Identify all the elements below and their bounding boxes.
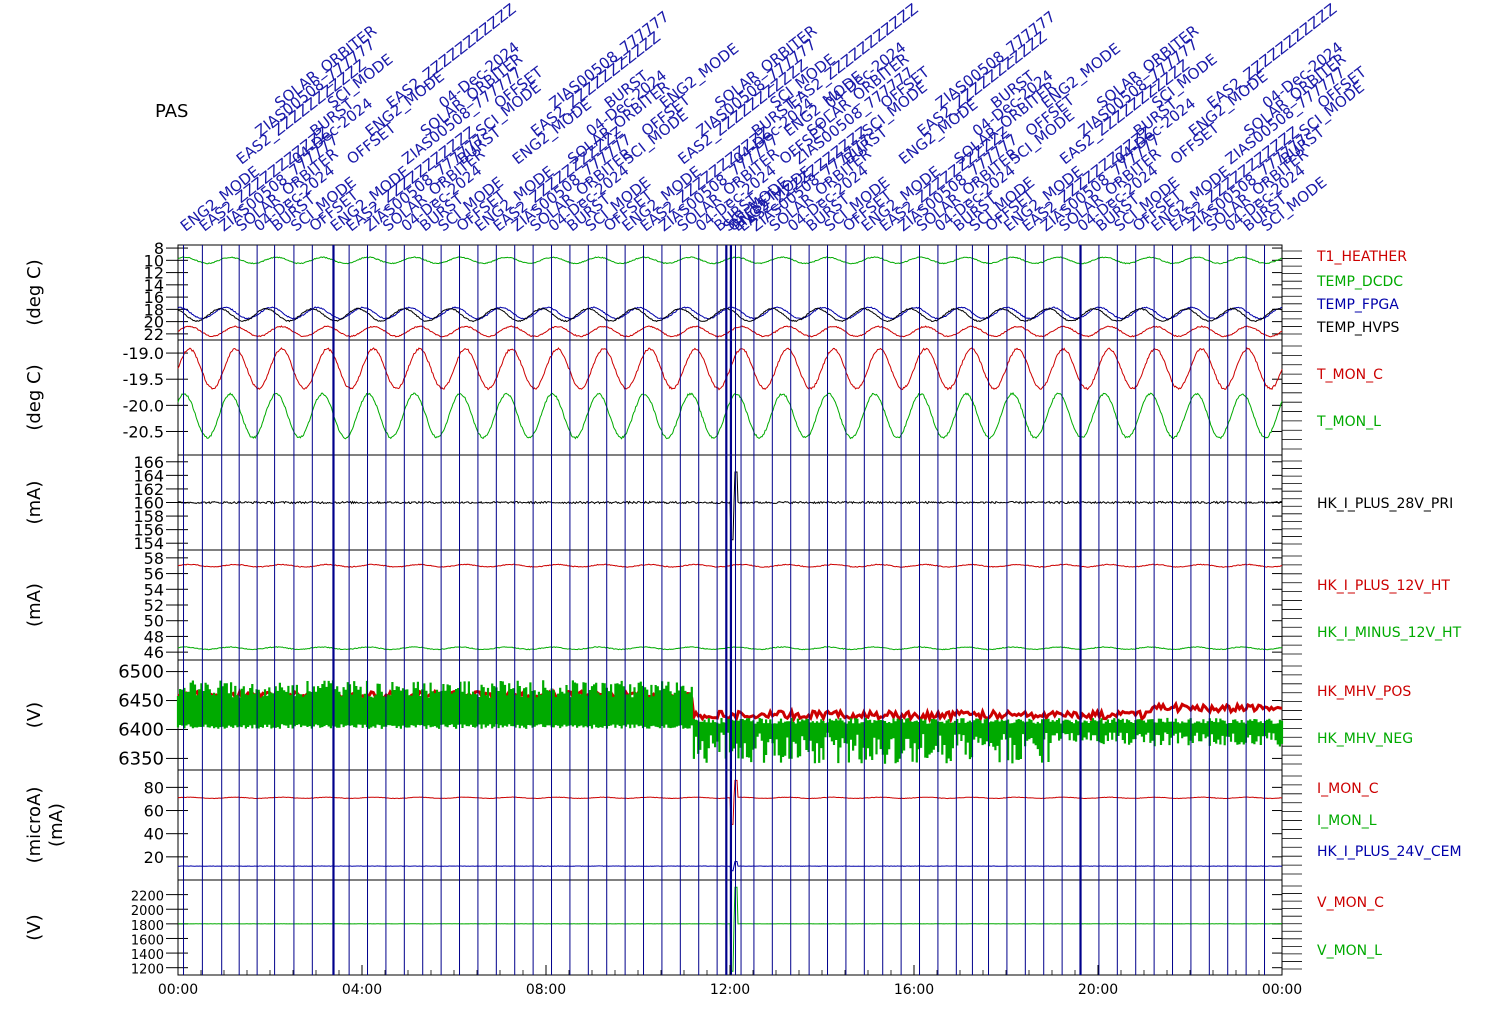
legend-label: HK_I_PLUS_24V_CEM <box>1317 844 1462 860</box>
y-tick-label: 48 <box>144 627 164 646</box>
y-axis-label: (microA) <box>24 787 45 864</box>
x-tick-label: 16:00 <box>894 982 934 998</box>
y-tick-label: 160 <box>133 494 164 513</box>
y-tick-label: 60 <box>144 802 164 821</box>
x-tick-label: 08:00 <box>526 982 566 998</box>
y-tick-label: 6450 <box>118 691 164 712</box>
instrument-label: PAS <box>155 101 188 122</box>
y-tick-label: 6350 <box>118 748 164 769</box>
y-axis-label: (deg C) <box>24 259 45 325</box>
y-tick-label: 162 <box>133 480 164 499</box>
y-tick-label: -20.5 <box>123 422 164 441</box>
x-tick-label: 04:00 <box>342 982 382 998</box>
y-tick-label: 158 <box>133 507 164 526</box>
y-tick-label: 54 <box>144 580 164 599</box>
y-tick-label: 50 <box>144 612 164 631</box>
y-tick-label: 16 <box>144 288 164 307</box>
y-tick-label: 10 <box>144 251 164 270</box>
x-tick-label: 00:00 <box>158 982 198 998</box>
y-tick-label: 46 <box>144 643 164 662</box>
y-tick-label: 156 <box>133 521 164 540</box>
y-tick-label: 166 <box>133 453 164 472</box>
y-axis-label-2: (mA) <box>46 803 67 847</box>
y-axis-label: (mA) <box>24 481 45 525</box>
event-annotations: ENG2_MODEEAS2_ZZZZZZZZZZZEAS2_ZZZZZZZZZZ… <box>177 0 1371 236</box>
y-tick-label: 1600 <box>131 933 164 948</box>
y-tick-label: 18 <box>144 300 164 319</box>
y-tick-label: -19.5 <box>123 370 164 389</box>
y-tick-label: 20 <box>144 313 164 332</box>
y-axis-label: (V) <box>24 914 45 940</box>
y-axis-label: (V) <box>24 702 45 728</box>
y-tick-label: 40 <box>144 825 164 844</box>
legend-label: V_MON_C <box>1317 895 1384 911</box>
y-tick-label: 154 <box>133 534 164 553</box>
y-tick-label: 14 <box>144 276 164 295</box>
legend-label: TEMP_FPGA <box>1316 297 1399 313</box>
legend-label: HK_MHV_NEG <box>1317 731 1413 747</box>
y-tick-label: 56 <box>144 565 164 584</box>
y-tick-label: 1200 <box>131 963 164 978</box>
y-tick-label: 22 <box>144 325 164 344</box>
legend-label: TEMP_DCDC <box>1316 274 1403 290</box>
y-tick-label: 58 <box>144 549 164 568</box>
series-line-hk-mhv-neg <box>176 680 1284 764</box>
y-tick-label: 164 <box>133 466 164 485</box>
legend-label: HK_I_PLUS_12V_HT <box>1317 578 1450 594</box>
y-tick-label: 8 <box>154 239 164 258</box>
event-lines <box>183 245 1266 975</box>
y-tick-label: 2200 <box>131 890 164 905</box>
y-tick-label: 52 <box>144 596 164 615</box>
y-tick-label: -20.0 <box>123 396 164 415</box>
legend-label: T_MON_C <box>1316 367 1383 383</box>
y-tick-label: 6500 <box>118 662 164 683</box>
panel-2: (deg C) -19.0 -19.5 -20.0 -20.5 T_MON_C T_MON_… <box>24 339 1383 456</box>
y-tick-label: 2000 <box>131 904 164 919</box>
legend-label: TEMP_HVPS <box>1316 320 1399 336</box>
legend-label: HK_I_MINUS_12V_HT <box>1317 625 1462 641</box>
y-tick-label: 80 <box>144 778 164 797</box>
y-tick-label: 12 <box>144 264 164 283</box>
legend-label: I_MON_L <box>1317 813 1377 829</box>
legend-label: HK_MHV_POS <box>1317 684 1411 700</box>
legend-label: V_MON_L <box>1317 943 1382 959</box>
x-tick-label: 00:00 <box>1262 982 1302 998</box>
y-tick-label: 6400 <box>118 719 164 740</box>
y-tick-label: 1400 <box>131 948 164 963</box>
legend-label: HK_I_PLUS_28V_PRI <box>1317 496 1453 512</box>
y-tick-label: 1800 <box>131 919 164 934</box>
x-axis: 00:00 04:00 08:00 12:00 16:00 20:00 00:00 <box>158 965 1302 998</box>
y-tick-label: 20 <box>144 848 164 867</box>
legend-label: I_MON_C <box>1317 781 1379 797</box>
y-axis-label: (deg C) <box>24 364 45 430</box>
legend-label: T_MON_L <box>1316 414 1381 430</box>
y-tick-label: -19.0 <box>123 344 164 363</box>
x-tick-label: 12:00 <box>710 982 750 998</box>
x-tick-label: 20:00 <box>1078 982 1118 998</box>
legend-label: T1_HEATHER <box>1316 249 1407 265</box>
y-axis-label: (mA) <box>24 583 45 627</box>
panel-5: (V) 6500 6450 6400 6350 HK_MHV_POS HK_MHV_NEG <box>24 659 1413 771</box>
